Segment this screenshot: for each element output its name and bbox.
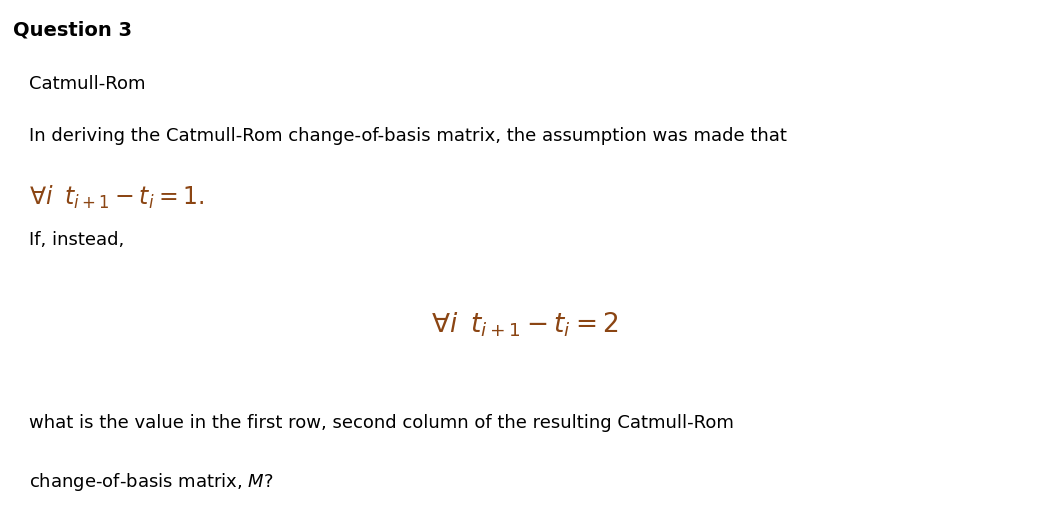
Text: Question 3: Question 3 (13, 21, 131, 40)
Text: $\forall i \;\; t_{i+1} - t_i = 1.$: $\forall i \;\; t_{i+1} - t_i = 1.$ (29, 184, 205, 211)
Text: change-of-basis matrix, $M$?: change-of-basis matrix, $M$? (29, 471, 274, 493)
Text: In deriving the Catmull-Rom change-of-basis matrix, the assumption was made that: In deriving the Catmull-Rom change-of-ba… (29, 127, 788, 145)
Text: Catmull-Rom: Catmull-Rom (29, 75, 146, 93)
Text: $\forall i \;\; t_{i+1} - t_i = 2$: $\forall i \;\; t_{i+1} - t_i = 2$ (432, 311, 618, 339)
Text: what is the value in the first row, second column of the resulting Catmull-Rom: what is the value in the first row, seco… (29, 414, 734, 433)
Text: If, instead,: If, instead, (29, 231, 125, 249)
